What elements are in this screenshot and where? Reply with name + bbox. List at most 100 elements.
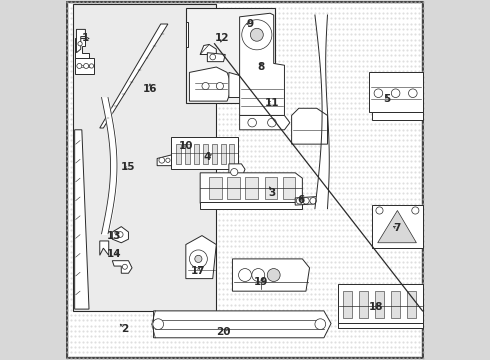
Point bbox=[403, 5, 411, 11]
Point bbox=[72, 201, 79, 207]
Point bbox=[127, 132, 135, 138]
Point bbox=[116, 164, 123, 170]
Point bbox=[415, 323, 422, 329]
Point bbox=[147, 296, 155, 302]
Point bbox=[64, 238, 72, 244]
Point bbox=[144, 270, 151, 276]
Point bbox=[407, 127, 415, 132]
Point bbox=[116, 190, 123, 196]
Point bbox=[131, 355, 139, 360]
Point bbox=[371, 280, 379, 286]
Point bbox=[239, 10, 247, 16]
Point bbox=[311, 233, 319, 239]
Point bbox=[418, 105, 426, 111]
Point bbox=[64, 153, 72, 159]
Point bbox=[287, 222, 295, 228]
Point bbox=[88, 63, 96, 69]
Point bbox=[383, 116, 391, 122]
Point bbox=[319, 105, 327, 111]
Point bbox=[79, 280, 87, 286]
Point bbox=[175, 249, 183, 255]
Point bbox=[307, 68, 315, 74]
Point bbox=[283, 291, 291, 297]
Point bbox=[383, 58, 391, 64]
Point bbox=[415, 105, 422, 111]
Point bbox=[111, 196, 119, 202]
Point bbox=[243, 275, 251, 281]
Point bbox=[379, 349, 387, 355]
Point bbox=[88, 127, 96, 132]
Point bbox=[403, 42, 411, 48]
Point bbox=[347, 328, 355, 334]
Point bbox=[203, 180, 211, 185]
Point bbox=[155, 21, 163, 27]
Point bbox=[120, 138, 127, 143]
Point bbox=[379, 21, 387, 27]
Point bbox=[215, 132, 223, 138]
Point bbox=[239, 222, 247, 228]
Point bbox=[339, 233, 346, 239]
Point bbox=[88, 148, 96, 154]
Point bbox=[291, 190, 299, 196]
Point bbox=[111, 286, 119, 292]
Point bbox=[279, 90, 287, 95]
Point bbox=[283, 90, 291, 95]
Point bbox=[99, 148, 107, 154]
Point bbox=[367, 201, 374, 207]
Point bbox=[75, 37, 83, 42]
Point bbox=[259, 275, 267, 281]
Point bbox=[263, 175, 271, 180]
Point bbox=[243, 238, 251, 244]
Point bbox=[367, 15, 374, 21]
Point bbox=[79, 74, 87, 80]
Point bbox=[215, 84, 223, 90]
Point bbox=[359, 47, 367, 53]
Point bbox=[307, 275, 315, 281]
Point bbox=[287, 90, 295, 95]
Point bbox=[64, 280, 72, 286]
Point bbox=[199, 121, 207, 127]
Point bbox=[327, 90, 335, 95]
Point bbox=[391, 238, 398, 244]
Point bbox=[267, 127, 275, 132]
Point bbox=[147, 243, 155, 249]
Point bbox=[239, 249, 247, 255]
Point bbox=[287, 206, 295, 212]
Point bbox=[96, 79, 103, 85]
Point bbox=[64, 286, 72, 292]
Point bbox=[303, 127, 311, 132]
Point bbox=[379, 222, 387, 228]
Point bbox=[263, 328, 271, 334]
Text: 11: 11 bbox=[265, 98, 279, 108]
Point bbox=[247, 339, 255, 345]
Point bbox=[411, 95, 418, 101]
Point bbox=[179, 15, 187, 21]
Point bbox=[75, 169, 83, 175]
Point bbox=[239, 95, 247, 101]
Point bbox=[315, 53, 323, 58]
Point bbox=[251, 153, 259, 159]
Point bbox=[191, 280, 199, 286]
Point bbox=[107, 10, 115, 16]
Point bbox=[251, 116, 259, 122]
Point bbox=[172, 349, 179, 355]
Point bbox=[335, 21, 343, 27]
Point bbox=[335, 0, 343, 5]
Point bbox=[331, 37, 339, 42]
Point bbox=[355, 201, 363, 207]
Point bbox=[231, 63, 239, 69]
Point bbox=[259, 233, 267, 239]
Point bbox=[411, 296, 418, 302]
Point bbox=[215, 175, 223, 180]
Point bbox=[259, 228, 267, 233]
Point bbox=[379, 0, 387, 5]
Point bbox=[375, 233, 383, 239]
Point bbox=[103, 15, 111, 21]
Point bbox=[92, 138, 99, 143]
Point bbox=[123, 280, 131, 286]
Point bbox=[315, 31, 323, 37]
Point bbox=[107, 175, 115, 180]
Point bbox=[283, 249, 291, 255]
Point bbox=[203, 111, 211, 117]
Point bbox=[367, 169, 374, 175]
